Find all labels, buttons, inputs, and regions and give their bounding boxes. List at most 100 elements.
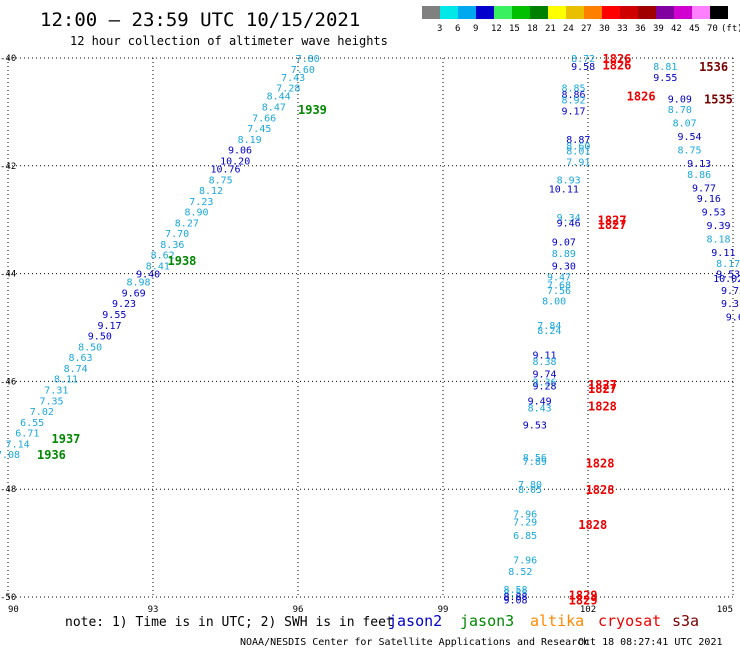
swh-value: 8.50 xyxy=(78,342,102,353)
y-tick-label: -42 xyxy=(0,162,16,172)
swh-value: 8.72 xyxy=(571,54,595,65)
swh-value: 9.49 xyxy=(528,396,552,407)
y-tick-label: -44 xyxy=(0,270,16,280)
swh-value: 8.88 xyxy=(503,592,527,603)
swh-value: 8.12 xyxy=(199,186,223,197)
swh-value: 8.00 xyxy=(542,297,566,308)
swh-value: 8.63 xyxy=(68,353,92,364)
swh-value: 8.58 xyxy=(503,585,527,596)
time-label: 1826 xyxy=(627,90,656,104)
time-label: 1936 xyxy=(37,448,66,462)
swh-value: 9.69 xyxy=(122,288,146,299)
color-swatch-0 xyxy=(422,6,440,19)
swh-value: 8.36 xyxy=(160,240,184,251)
swh-value: 9.77 xyxy=(692,183,716,194)
color-scale-label: 6 xyxy=(455,24,460,34)
footer-timestamp: Oct 18 08:27:41 UTC 2021 xyxy=(578,637,723,648)
swh-value: 7.96 xyxy=(513,555,537,566)
x-tick-label: 99 xyxy=(438,605,449,615)
color-scale-label: 24 xyxy=(563,24,574,34)
note-text: note: 1) Time is in UTC; 2) SWH is in fe… xyxy=(65,615,394,630)
swh-value: 8.47 xyxy=(262,103,286,114)
color-swatch-1 xyxy=(440,6,458,19)
swh-value: 8.24 xyxy=(537,326,561,337)
color-scale-label: 30 xyxy=(599,24,610,34)
swh-value: 8.85 xyxy=(561,84,585,95)
swh-value: 8.43 xyxy=(528,403,552,414)
swh-value: 9.55 xyxy=(102,310,126,321)
swh-value: 9.34 xyxy=(557,213,581,224)
swh-value: 9.47 xyxy=(547,272,571,283)
time-label: 1826 xyxy=(603,58,632,72)
swh-value: 7.89 xyxy=(523,457,547,468)
swh-values: 7.807.607.437.288.448.477.667.458.199.06… xyxy=(0,54,740,607)
time-label: 1828 xyxy=(586,456,615,470)
chart-title: 12:00 – 23:59 UTC 10/15/2021 xyxy=(40,9,360,31)
swh-value: 8.05 xyxy=(518,485,542,496)
color-swatch-13 xyxy=(656,6,674,19)
color-swatch-9 xyxy=(584,6,602,19)
swh-value: 8.74 xyxy=(64,364,88,375)
swh-value: 8.70 xyxy=(668,105,692,116)
color-swatch-8 xyxy=(566,6,584,19)
swh-value: 7.60 xyxy=(291,65,315,76)
swh-value: 9.73 xyxy=(721,286,740,297)
swh-value: 9.50 xyxy=(88,332,112,343)
swh-value: 8.98 xyxy=(126,278,150,289)
swh-value: 7.08 xyxy=(0,450,20,461)
footer-credit: NOAA/NESDIS Center for Satellite Applica… xyxy=(240,637,589,648)
swh-value: 8.62 xyxy=(151,251,175,262)
swh-value: 8.07 xyxy=(673,119,697,130)
x-tick-label: 96 xyxy=(293,605,304,615)
color-swatch-2 xyxy=(458,6,476,19)
color-scale-label: 45 xyxy=(689,24,700,34)
color-swatch-16 xyxy=(710,6,728,19)
time-label: 1938 xyxy=(168,254,197,268)
swh-value: 7.66 xyxy=(252,113,276,124)
swh-value: 9.46 xyxy=(557,218,581,229)
swh-value: 8.56 xyxy=(523,453,547,464)
swh-value: 10.20 xyxy=(220,156,250,167)
color-swatch-15 xyxy=(692,6,710,19)
time-label: 1536 xyxy=(699,60,728,74)
swh-value: 8.18 xyxy=(706,235,730,246)
color-scale-label: 12 xyxy=(491,24,502,34)
swh-value: 7.45 xyxy=(247,124,271,135)
color-swatch-7 xyxy=(548,6,566,19)
swh-value: 8.11 xyxy=(54,375,78,386)
time-label: 1828 xyxy=(586,483,615,497)
swh-value: 9.53 xyxy=(716,270,740,281)
color-swatch-10 xyxy=(602,6,620,19)
color-scale-label: 39 xyxy=(653,24,664,34)
time-label: 1939 xyxy=(298,103,327,117)
color-swatch-12 xyxy=(638,6,656,19)
satellite-legend: jason2 jason3 altika cryosat s3a xyxy=(388,612,699,630)
time-label: 1828 xyxy=(578,518,607,532)
time-labels: 1939193819371936182618261826153615351827… xyxy=(37,52,733,608)
color-swatch-5 xyxy=(512,6,530,19)
color-scale-label: 36 xyxy=(635,24,646,34)
time-label: 1535 xyxy=(704,92,733,106)
color-scale-label: 27 xyxy=(581,24,592,34)
color-scale-label: 33 xyxy=(617,24,628,34)
swh-value: 9.16 xyxy=(697,194,721,205)
swh-value: 6.55 xyxy=(20,418,44,429)
time-label: 1937 xyxy=(52,432,81,446)
swh-value: 8.19 xyxy=(238,135,262,146)
swh-value: 9.36 xyxy=(532,377,556,388)
swh-value: 8.75 xyxy=(209,175,233,186)
x-tick-label: 93 xyxy=(148,605,159,615)
color-scale-label: 3 xyxy=(437,24,442,34)
swh-value: 8.55 xyxy=(503,589,527,600)
time-label: 1829 xyxy=(569,588,598,602)
time-label: 1826 xyxy=(603,52,632,66)
swh-value: 10.02 xyxy=(713,274,740,285)
time-label: 1827 xyxy=(598,218,627,232)
swh-value: 9.53 xyxy=(702,208,726,219)
y-tick-label: -50 xyxy=(0,593,16,603)
swh-value: 8.93 xyxy=(557,175,581,186)
swh-value: 9.11 xyxy=(711,248,735,259)
swh-value: 9.06 xyxy=(228,146,252,157)
